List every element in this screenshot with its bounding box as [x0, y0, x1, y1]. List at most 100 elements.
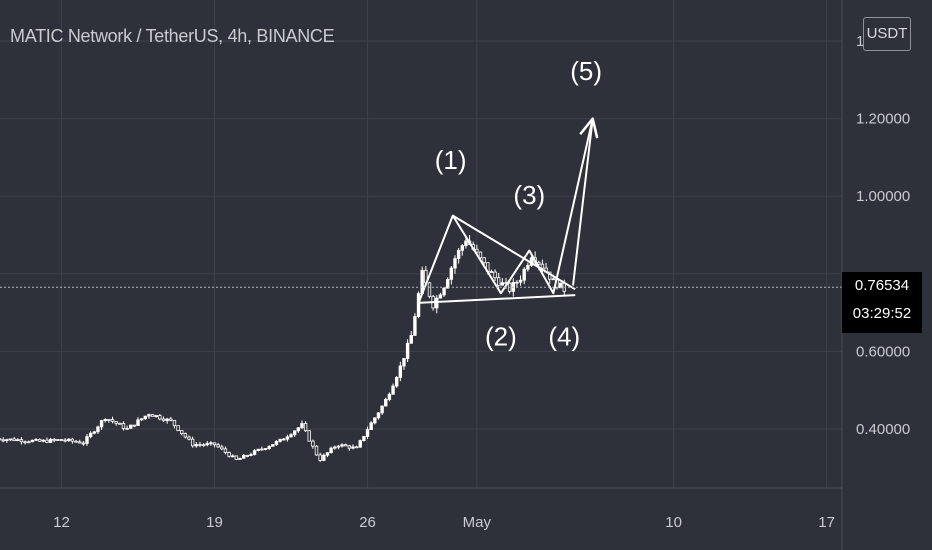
candle-body	[456, 249, 461, 260]
candle	[285, 434, 290, 442]
candle-body	[500, 282, 505, 286]
candle-body	[369, 422, 373, 430]
candle	[267, 445, 271, 450]
candle-body	[85, 436, 89, 444]
candle-body	[391, 385, 395, 395]
candle-body	[278, 438, 282, 442]
x-tick-label: 12	[53, 514, 70, 531]
candle	[391, 383, 395, 395]
candle	[63, 438, 67, 443]
y-tick-label: 1.00000	[856, 188, 910, 205]
candle	[322, 453, 326, 462]
candle	[329, 446, 333, 454]
candle	[256, 448, 260, 452]
candle	[136, 417, 140, 426]
candle-body	[518, 279, 523, 283]
candle	[150, 414, 155, 417]
candle-body	[522, 268, 526, 281]
candle-body	[478, 251, 483, 259]
candle-body	[405, 342, 410, 359]
candle	[16, 438, 20, 442]
candle-body	[354, 446, 359, 449]
candle-body	[442, 287, 446, 296]
triangle-upper-line	[452, 214, 576, 291]
candle	[158, 413, 162, 421]
candle-body	[409, 335, 413, 344]
candle	[278, 438, 282, 443]
candle	[241, 454, 246, 459]
candle-body	[464, 240, 468, 247]
candle	[154, 415, 158, 418]
candle-body	[45, 439, 49, 443]
candle-body	[296, 427, 301, 432]
candle-body	[16, 439, 20, 442]
candle	[176, 425, 180, 432]
candle	[59, 439, 64, 441]
candle-body	[558, 282, 563, 289]
x-tick-label: 26	[359, 514, 376, 531]
y-tick-label: 1.20000	[856, 111, 910, 128]
candle-body	[56, 439, 60, 441]
candle	[52, 438, 56, 443]
candle	[489, 269, 494, 274]
candle-body	[88, 432, 93, 438]
candle-body	[252, 450, 257, 455]
candle	[398, 361, 403, 382]
candle	[427, 282, 432, 299]
candle	[139, 418, 144, 421]
candle-body	[147, 414, 151, 417]
candle	[37, 438, 42, 442]
currency-button[interactable]: USDT	[863, 17, 911, 51]
candle	[442, 287, 446, 297]
candle	[384, 397, 388, 407]
candle-body	[384, 399, 388, 407]
candle-body	[125, 427, 129, 430]
y-axis[interactable]: 0.40000 0.60000 1.00000 1.20000 1	[856, 33, 910, 438]
candle	[30, 439, 35, 443]
candle	[132, 424, 137, 428]
candle-body	[165, 418, 169, 422]
candle-body	[241, 454, 246, 459]
candle-body	[1, 439, 5, 442]
x-tick-label: 10	[665, 514, 682, 531]
candle	[336, 445, 341, 450]
candle	[456, 248, 461, 264]
candle-body	[107, 419, 111, 421]
candle-body	[380, 405, 384, 414]
candle	[70, 437, 75, 444]
candle	[231, 454, 235, 458]
candle-body	[267, 445, 271, 449]
candle	[8, 438, 13, 442]
candle-body	[67, 438, 71, 442]
candle	[438, 292, 443, 299]
wave-annotations: (1) (2) (3) (4) (5)	[416, 56, 602, 352]
candle-body	[114, 421, 118, 424]
candle	[482, 257, 486, 266]
candle-body	[205, 443, 209, 446]
candle	[19, 436, 24, 445]
candle	[464, 236, 468, 249]
candle-body	[445, 278, 450, 289]
wave-label: (1)	[435, 145, 467, 175]
candle	[260, 446, 264, 451]
candle	[354, 445, 359, 449]
candle-body	[249, 454, 253, 456]
candle-body	[303, 423, 308, 432]
candle-body	[161, 418, 166, 422]
wave-label: (2)	[485, 322, 517, 352]
candle-body	[289, 434, 293, 438]
candle-body	[496, 277, 501, 286]
candle-body	[180, 430, 184, 435]
candle-body	[325, 452, 330, 456]
candle-body	[37, 439, 42, 442]
candle-body	[23, 441, 27, 444]
x-axis[interactable]: 12 19 26 May 10 17	[53, 514, 835, 531]
candle-body	[19, 439, 24, 443]
candle	[23, 440, 27, 445]
candle-body	[220, 446, 224, 450]
candle-body	[493, 271, 497, 279]
candle-body	[118, 422, 122, 425]
candle	[307, 430, 311, 442]
candle-countdown: 03:29:52	[852, 305, 912, 322]
